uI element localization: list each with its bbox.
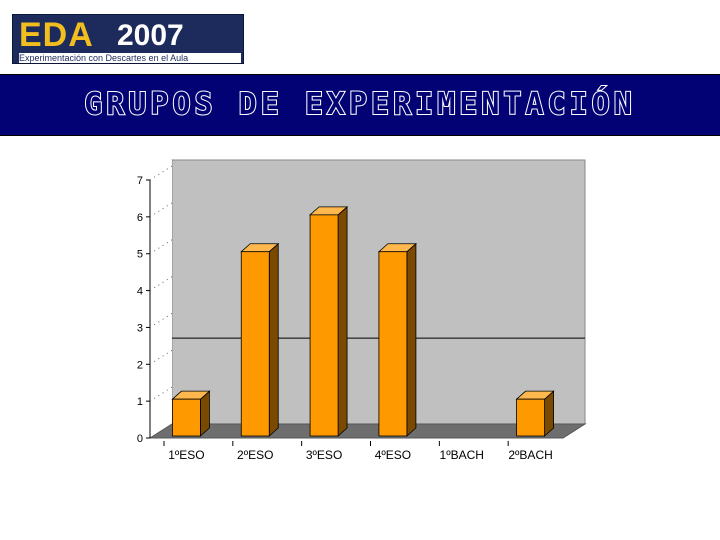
y-tick-label: 4: [137, 286, 143, 298]
bar-side: [337, 205, 348, 437]
x-tick-label: 2ºESO: [237, 448, 273, 462]
y-tick-label: 7: [137, 175, 143, 187]
y-tick-label: 2: [137, 359, 143, 371]
logo-eda-text: EDA: [19, 16, 94, 54]
bar: [240, 251, 270, 437]
y-tick-label: 5: [137, 249, 143, 261]
logo-year-text: 2007: [117, 19, 184, 52]
page-title: GRUPOS DE EXPERIMENTACIÓN: [83, 87, 636, 122]
x-tick-label: 1ºESO: [168, 448, 204, 462]
y-tick-label: 6: [137, 212, 143, 224]
bar: [378, 251, 408, 437]
bar: [172, 398, 201, 437]
eda-2007-logo: EDA 2007 Experimentación con Descartes e…: [12, 14, 244, 64]
x-tick-label: 1ºBACH: [440, 448, 484, 462]
bar-side: [406, 242, 417, 437]
chart-back-wall: [171, 159, 586, 425]
bar: [309, 214, 339, 437]
x-tick-label: 2ºBACH: [508, 448, 552, 462]
y-tick-label: 1: [137, 396, 143, 408]
y-tick-label: 3: [137, 322, 143, 334]
logo-subtitle: Experimentación con Descartes en el Aula: [19, 53, 241, 63]
x-tick-label: 4ºESO: [375, 448, 411, 462]
bar-side: [268, 242, 279, 437]
bar: [516, 398, 545, 437]
title-banner: GRUPOS DE EXPERIMENTACIÓN: [0, 74, 720, 136]
chart-side-wall: [150, 160, 172, 438]
x-tick-label: 3ºESO: [306, 448, 342, 462]
y-tick-label: 0: [137, 433, 143, 445]
